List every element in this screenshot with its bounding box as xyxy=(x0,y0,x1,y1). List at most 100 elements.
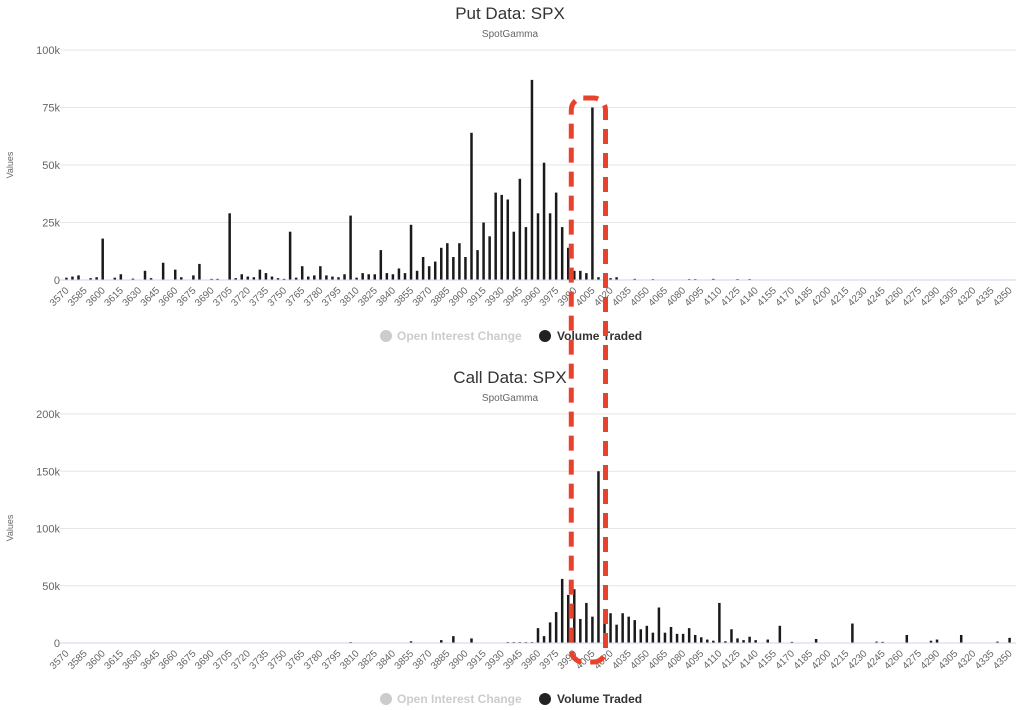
call-bar[interactable] xyxy=(573,589,576,643)
call-bar[interactable] xyxy=(542,636,546,643)
put-bar[interactable] xyxy=(530,79,534,281)
put-legend-open-interest-change[interactable]: Open Interest Change xyxy=(380,329,522,343)
call-bar[interactable] xyxy=(663,632,667,643)
put-bar[interactable] xyxy=(415,270,419,280)
call-bar[interactable] xyxy=(603,621,606,643)
call-bar[interactable] xyxy=(452,636,455,643)
put-bar[interactable] xyxy=(512,231,516,280)
put-bar[interactable] xyxy=(554,192,558,280)
put-bar[interactable] xyxy=(482,222,485,281)
put-bar[interactable] xyxy=(325,275,328,280)
put-bar[interactable] xyxy=(403,273,407,280)
call-bar[interactable] xyxy=(639,629,643,643)
call-bar[interactable] xyxy=(645,625,649,643)
call-bar[interactable] xyxy=(633,620,636,643)
put-bar[interactable] xyxy=(149,278,153,280)
call-bar[interactable] xyxy=(627,616,630,643)
put-bar[interactable] xyxy=(488,236,491,280)
put-bar[interactable] xyxy=(379,250,383,280)
put-bar[interactable] xyxy=(101,238,104,280)
put-bar[interactable] xyxy=(228,213,231,280)
put-bar[interactable] xyxy=(585,273,588,280)
put-bar[interactable] xyxy=(113,277,117,280)
call-bar[interactable] xyxy=(693,634,697,643)
put-bar[interactable] xyxy=(421,257,425,280)
call-legend-open-interest-change[interactable]: Open Interest Change xyxy=(380,692,522,706)
put-bar[interactable] xyxy=(542,162,546,280)
put-bar[interactable] xyxy=(458,243,461,280)
put-bar[interactable] xyxy=(161,262,165,280)
put-bar[interactable] xyxy=(216,278,219,280)
put-bar[interactable] xyxy=(173,269,177,280)
put-bar[interactable] xyxy=(500,194,503,280)
put-bar[interactable] xyxy=(609,278,612,280)
put-bar[interactable] xyxy=(331,276,334,280)
put-bar[interactable] xyxy=(440,247,443,280)
call-bar[interactable] xyxy=(579,618,582,643)
put-legend-volume-traded[interactable]: Volume Traded xyxy=(539,329,642,343)
call-bar[interactable] xyxy=(585,602,588,643)
put-bar[interactable] xyxy=(77,275,80,280)
call-bar[interactable] xyxy=(409,641,413,643)
put-bar[interactable] xyxy=(712,278,715,280)
put-bar[interactable] xyxy=(143,270,147,280)
call-bar[interactable] xyxy=(851,623,854,643)
call-bar[interactable] xyxy=(615,624,618,643)
call-legend-volume-traded[interactable]: Volume Traded xyxy=(539,692,642,706)
call-bar[interactable] xyxy=(699,637,703,643)
put-bar[interactable] xyxy=(385,273,389,280)
put-bar[interactable] xyxy=(210,278,213,280)
put-bar[interactable] xyxy=(536,213,540,280)
call-bar[interactable] xyxy=(718,602,721,643)
put-bar[interactable] xyxy=(252,277,256,280)
put-bar[interactable] xyxy=(240,274,244,280)
put-bar[interactable] xyxy=(633,278,636,280)
call-bar[interactable] xyxy=(929,640,933,643)
put-bar[interactable] xyxy=(566,247,570,280)
call-bar[interactable] xyxy=(778,625,782,643)
call-bar[interactable] xyxy=(621,613,624,643)
put-bar[interactable] xyxy=(427,266,431,280)
call-bar[interactable] xyxy=(724,641,727,643)
call-bar[interactable] xyxy=(669,626,673,643)
call-bar[interactable] xyxy=(748,636,751,643)
put-bar[interactable] xyxy=(89,278,92,280)
put-bar[interactable] xyxy=(373,274,377,280)
put-bar[interactable] xyxy=(597,277,600,280)
put-bar[interactable] xyxy=(71,276,74,280)
put-bar[interactable] xyxy=(343,274,346,280)
call-bar[interactable] xyxy=(440,640,443,643)
put-bar[interactable] xyxy=(337,277,340,280)
put-bar[interactable] xyxy=(276,278,280,280)
put-bar[interactable] xyxy=(234,278,237,280)
call-bar[interactable] xyxy=(554,612,558,643)
call-bar[interactable] xyxy=(736,638,739,643)
put-bar[interactable] xyxy=(446,243,449,280)
call-bar[interactable] xyxy=(548,622,552,643)
put-bar[interactable] xyxy=(294,277,298,280)
put-bar[interactable] xyxy=(506,199,510,281)
put-bar[interactable] xyxy=(476,250,479,280)
call-bar[interactable] xyxy=(790,641,794,643)
put-bar[interactable] xyxy=(307,276,310,280)
call-bar[interactable] xyxy=(1008,637,1011,643)
put-bar[interactable] xyxy=(367,274,370,280)
put-bar[interactable] xyxy=(313,275,316,280)
put-bar[interactable] xyxy=(270,276,274,280)
put-bar[interactable] xyxy=(452,257,455,280)
put-bar[interactable] xyxy=(282,278,286,280)
call-bar[interactable] xyxy=(591,616,594,643)
put-bar[interactable] xyxy=(246,276,250,280)
put-bar[interactable] xyxy=(391,274,395,280)
call-bar[interactable] xyxy=(814,638,818,643)
put-bar[interactable] xyxy=(264,273,268,280)
put-bar[interactable] xyxy=(288,231,292,280)
call-bar[interactable] xyxy=(609,613,612,643)
call-bar[interactable] xyxy=(766,639,769,643)
call-bar[interactable] xyxy=(536,628,540,643)
call-bar[interactable] xyxy=(754,640,757,643)
call-bar[interactable] xyxy=(470,638,473,643)
call-bar[interactable] xyxy=(657,607,661,643)
put-bar[interactable] xyxy=(361,273,364,280)
put-bar[interactable] xyxy=(95,277,98,280)
